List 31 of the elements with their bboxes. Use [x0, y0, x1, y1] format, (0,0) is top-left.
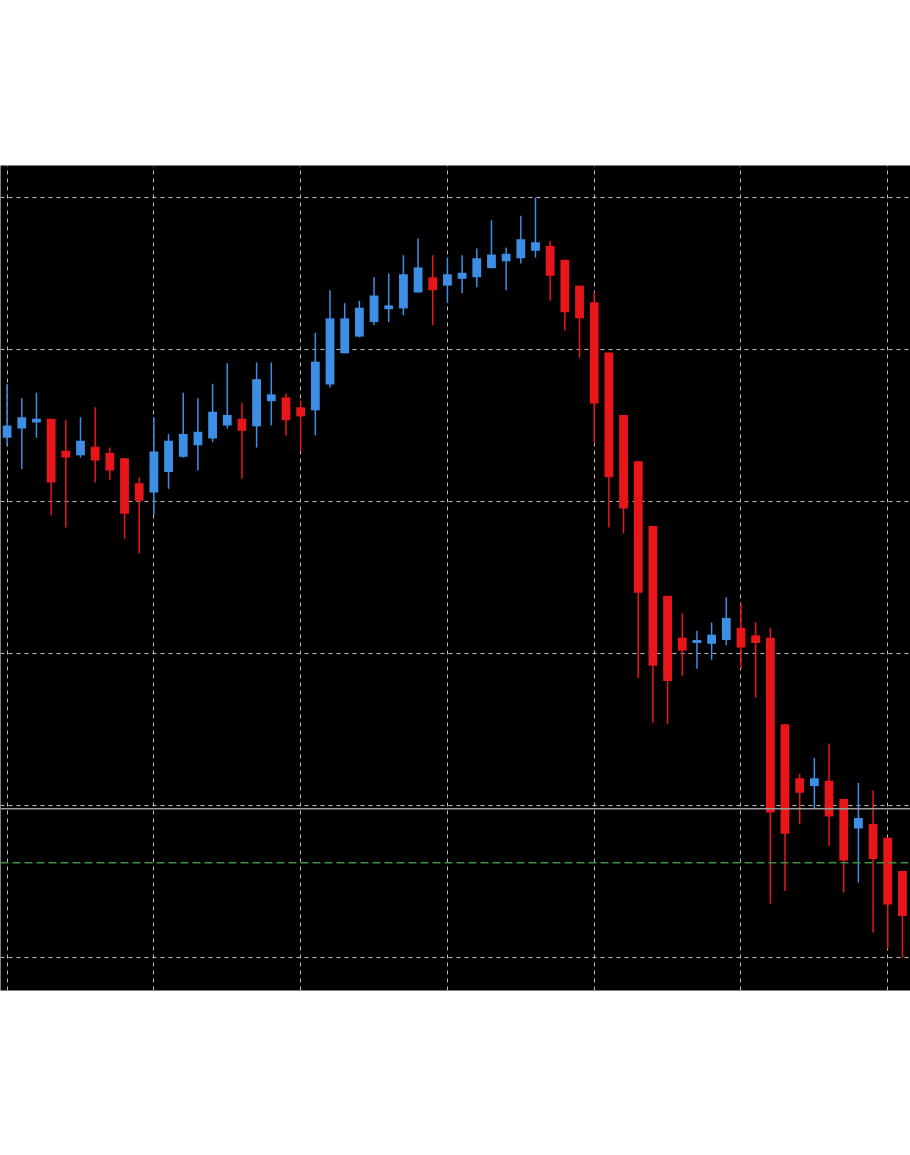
- candlestick: [266, 361, 276, 427]
- candlestick: [428, 254, 438, 326]
- candlestick: [472, 247, 482, 288]
- candlestick: [296, 399, 306, 452]
- candlestick: [105, 446, 115, 482]
- candlestick: [32, 392, 41, 439]
- candlestick: [134, 476, 144, 555]
- candlestick: [17, 397, 27, 470]
- candlestick: [751, 621, 761, 699]
- candlestick: [281, 392, 291, 437]
- candlestick: [90, 406, 100, 484]
- candlestick: [501, 246, 511, 291]
- candlestick: [707, 621, 717, 661]
- candlestick: [2, 382, 12, 447]
- candlestick: [736, 602, 746, 670]
- candlestick: [61, 419, 71, 529]
- candlestick: [531, 196, 540, 259]
- candlestick: [237, 401, 247, 480]
- candlestick: [76, 416, 85, 459]
- candlestick: [384, 272, 394, 323]
- candlestick: [443, 256, 452, 304]
- candlestick: [222, 362, 232, 430]
- candlestick: [516, 214, 526, 265]
- candlestick: [809, 757, 819, 810]
- candlestick: [457, 254, 467, 294]
- candlestick: [677, 612, 687, 677]
- candlestick: [487, 219, 496, 269]
- candlestick: [795, 773, 805, 825]
- candlestick: [178, 392, 188, 459]
- candlestick: [853, 782, 863, 884]
- candlestick: [721, 596, 731, 647]
